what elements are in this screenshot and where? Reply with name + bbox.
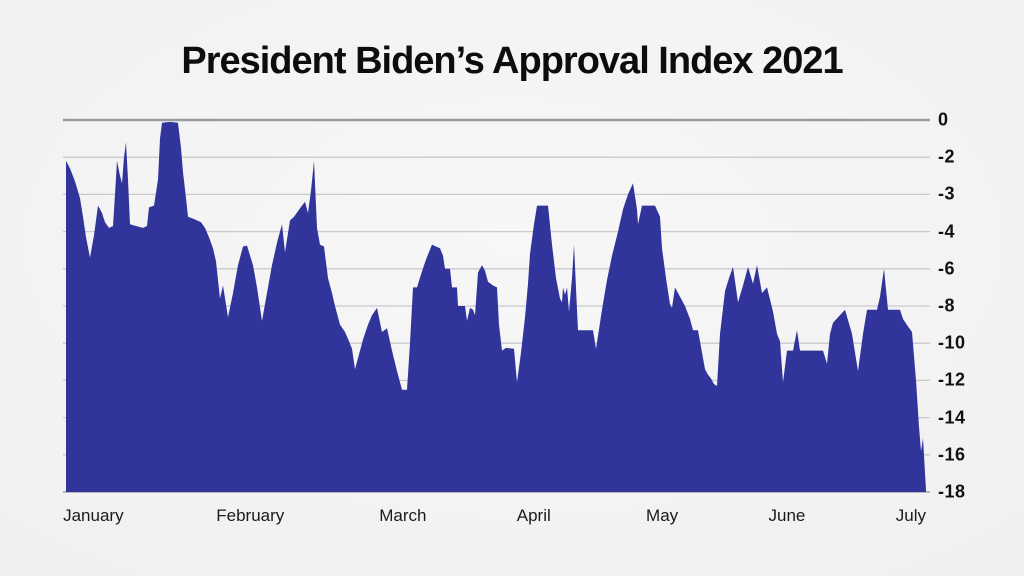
- approval-index-area: [66, 121, 926, 493]
- chart-title: President Biden’s Approval Index 2021: [181, 40, 843, 82]
